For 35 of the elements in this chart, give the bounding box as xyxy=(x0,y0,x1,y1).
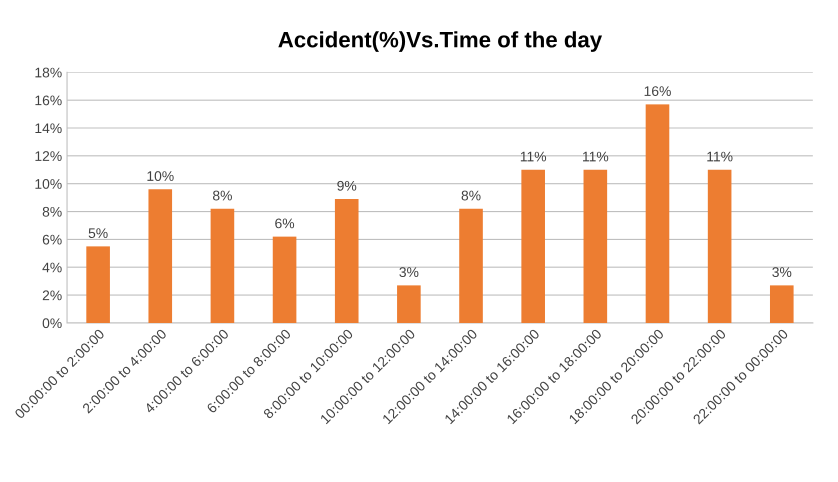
data-label: 3% xyxy=(399,267,418,278)
bar xyxy=(708,170,732,323)
bar xyxy=(86,246,110,323)
y-tick-label: 8% xyxy=(42,206,62,217)
y-tick-label: 0% xyxy=(42,318,62,328)
data-label: 9% xyxy=(337,180,356,191)
bar xyxy=(334,199,359,323)
data-label: 8% xyxy=(462,190,481,200)
chart-title: Accident(%)Vs.Time of the day xyxy=(278,31,602,52)
data-label: 16% xyxy=(644,86,671,96)
data-label: 10% xyxy=(147,171,174,181)
bar xyxy=(397,285,421,323)
y-tick-label: 18% xyxy=(35,68,62,78)
bar xyxy=(210,208,234,323)
y-tick-label: 16% xyxy=(35,95,62,106)
bar xyxy=(646,104,670,323)
y-tick-label: 10% xyxy=(35,179,62,189)
bar xyxy=(272,236,296,323)
data-label: 8% xyxy=(212,190,232,200)
bar xyxy=(148,189,172,323)
y-tick-label: 6% xyxy=(42,234,62,245)
data-label: 11% xyxy=(707,152,733,162)
y-tick-label: 2% xyxy=(42,290,62,300)
data-label: 11% xyxy=(520,152,546,162)
bar xyxy=(584,170,608,323)
bar xyxy=(521,170,545,323)
bar xyxy=(459,208,483,323)
y-tick-label: 14% xyxy=(35,123,62,134)
y-tick-label: 12% xyxy=(35,151,62,161)
y-tick-label: 4% xyxy=(42,262,62,272)
bar xyxy=(770,285,794,323)
data-label: 11% xyxy=(583,152,608,162)
data-label: 3% xyxy=(772,267,792,278)
data-label: 5% xyxy=(88,228,108,238)
data-label: 6% xyxy=(275,218,294,228)
